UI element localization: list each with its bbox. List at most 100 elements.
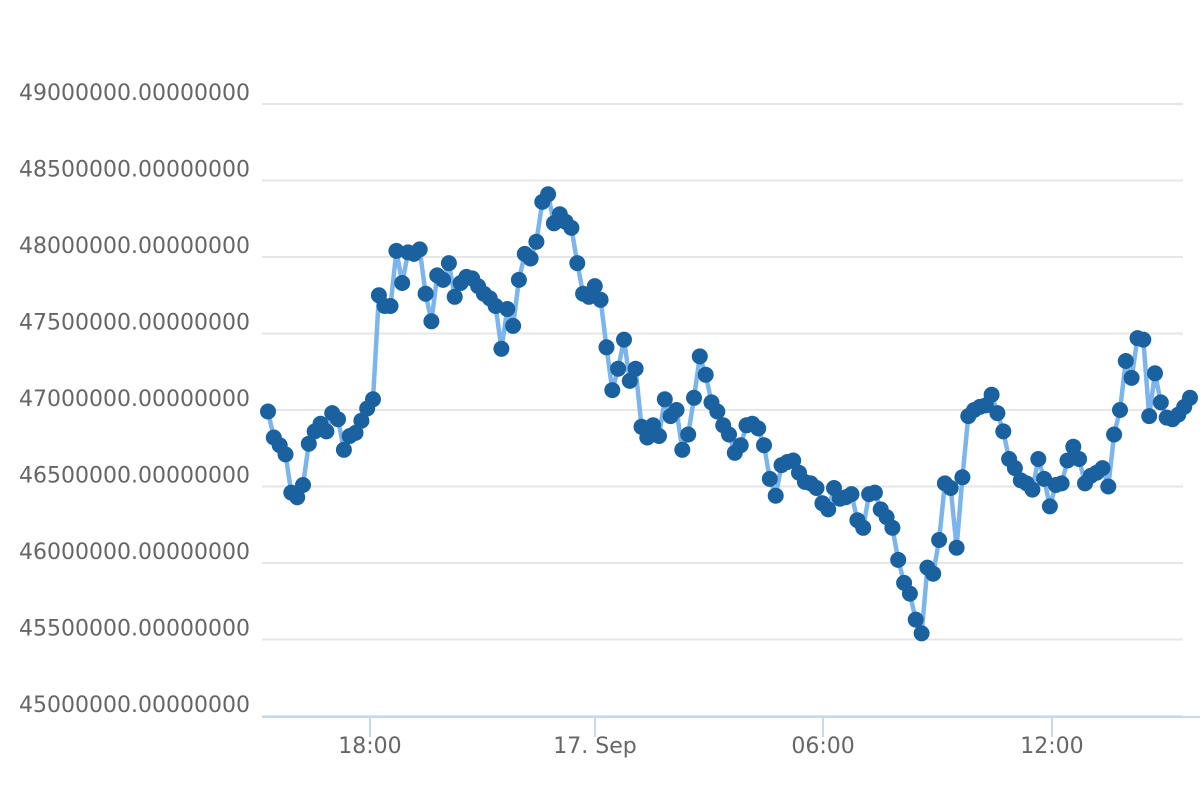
data-point[interactable] — [890, 551, 907, 568]
data-point[interactable] — [295, 477, 311, 493]
data-point[interactable] — [505, 317, 522, 334]
data-point[interactable] — [1141, 408, 1158, 425]
data-point[interactable] — [1117, 353, 1134, 369]
data-point[interactable] — [330, 411, 346, 428]
y-axis-label: 45000000.00000000 — [19, 693, 250, 718]
data-point[interactable] — [493, 340, 510, 357]
data-point[interactable] — [785, 452, 802, 469]
data-point[interactable] — [347, 424, 364, 441]
data-point[interactable] — [866, 484, 883, 501]
data-point[interactable] — [318, 423, 335, 440]
data-point[interactable] — [499, 301, 516, 317]
data-point[interactable] — [907, 611, 924, 628]
data-point[interactable] — [931, 532, 948, 548]
data-point[interactable] — [260, 403, 276, 420]
data-point[interactable] — [627, 360, 644, 377]
data-point[interactable] — [446, 288, 463, 305]
data-point[interactable] — [365, 391, 381, 408]
data-point[interactable] — [913, 625, 930, 642]
data-point[interactable] — [289, 489, 306, 506]
data-point[interactable] — [592, 291, 609, 308]
y-axis-label: 47000000.00000000 — [19, 387, 250, 412]
data-point[interactable] — [948, 539, 965, 556]
data-point[interactable] — [843, 486, 860, 503]
data-point[interactable] — [353, 412, 370, 429]
data-point[interactable] — [1182, 389, 1198, 406]
data-point[interactable] — [680, 426, 697, 443]
data-point[interactable] — [925, 565, 942, 582]
data-point[interactable] — [674, 441, 691, 458]
data-point[interactable] — [651, 428, 667, 444]
data-point[interactable] — [540, 186, 557, 203]
data-point[interactable] — [1112, 402, 1128, 418]
data-point[interactable] — [691, 348, 708, 365]
data-point[interactable] — [569, 255, 586, 272]
data-point[interactable] — [528, 233, 545, 250]
data-point[interactable] — [709, 403, 726, 420]
data-point[interactable] — [942, 480, 959, 496]
data-point[interactable] — [1024, 481, 1041, 498]
data-point[interactable] — [435, 271, 452, 288]
data-point[interactable] — [586, 278, 603, 295]
y-axis-label: 48500000.00000000 — [19, 158, 250, 183]
data-point[interactable] — [1100, 478, 1117, 495]
data-point[interactable] — [335, 441, 352, 458]
data-point[interactable] — [1152, 394, 1169, 411]
data-point[interactable] — [610, 360, 627, 377]
data-point[interactable] — [598, 339, 615, 356]
data-point[interactable] — [1123, 369, 1140, 386]
data-point[interactable] — [668, 402, 685, 418]
data-point[interactable] — [522, 250, 539, 267]
data-point[interactable] — [440, 255, 457, 272]
data-point[interactable] — [510, 271, 527, 288]
data-point[interactable] — [394, 275, 411, 291]
data-point[interactable] — [901, 585, 918, 602]
data-point[interactable] — [820, 501, 837, 518]
data-point[interactable] — [1053, 475, 1070, 492]
data-point[interactable] — [1071, 451, 1088, 467]
data-point[interactable] — [855, 519, 872, 536]
data-point[interactable] — [756, 437, 772, 454]
data-point[interactable] — [995, 423, 1012, 440]
data-point[interactable] — [761, 470, 778, 487]
data-point[interactable] — [621, 372, 638, 389]
data-point[interactable] — [417, 285, 434, 302]
data-point[interactable] — [1041, 498, 1058, 515]
data-point[interactable] — [656, 391, 673, 408]
y-axis-label: 49000000.00000000 — [19, 81, 250, 106]
data-point[interactable] — [277, 446, 294, 463]
data-point[interactable] — [750, 420, 767, 437]
data-point[interactable] — [1106, 426, 1123, 443]
data-point[interactable] — [423, 313, 440, 330]
data-point[interactable] — [989, 405, 1006, 422]
y-axis-label: 47500000.00000000 — [19, 311, 250, 336]
data-point[interactable] — [1135, 331, 1152, 348]
data-point[interactable] — [686, 389, 702, 406]
x-axis-label: 17. Sep — [553, 734, 636, 759]
data-point[interactable] — [1030, 451, 1047, 467]
data-point[interactable] — [1006, 460, 1023, 477]
x-axis-label: 18:00 — [338, 734, 401, 759]
data-point[interactable] — [721, 426, 737, 443]
data-point[interactable] — [697, 366, 714, 383]
data-point[interactable] — [983, 386, 1000, 403]
x-axis-label: 06:00 — [791, 734, 854, 759]
data-point[interactable] — [604, 382, 621, 399]
data-point[interactable] — [1094, 460, 1111, 477]
data-point[interactable] — [411, 241, 428, 258]
data-point[interactable] — [563, 219, 580, 236]
data-point[interactable] — [767, 487, 784, 504]
data-point[interactable] — [808, 480, 825, 496]
data-point[interactable] — [732, 437, 749, 454]
data-point[interactable] — [639, 429, 656, 446]
data-point[interactable] — [300, 435, 317, 452]
data-point[interactable] — [1065, 438, 1082, 455]
data-point[interactable] — [884, 519, 901, 536]
data-point[interactable] — [1059, 452, 1076, 469]
data-point[interactable] — [1147, 365, 1163, 382]
data-point[interactable] — [382, 298, 399, 314]
data-point[interactable] — [954, 469, 971, 486]
data-point[interactable] — [616, 331, 632, 348]
data-point[interactable] — [388, 242, 405, 259]
y-axis-label: 46500000.00000000 — [19, 464, 250, 489]
